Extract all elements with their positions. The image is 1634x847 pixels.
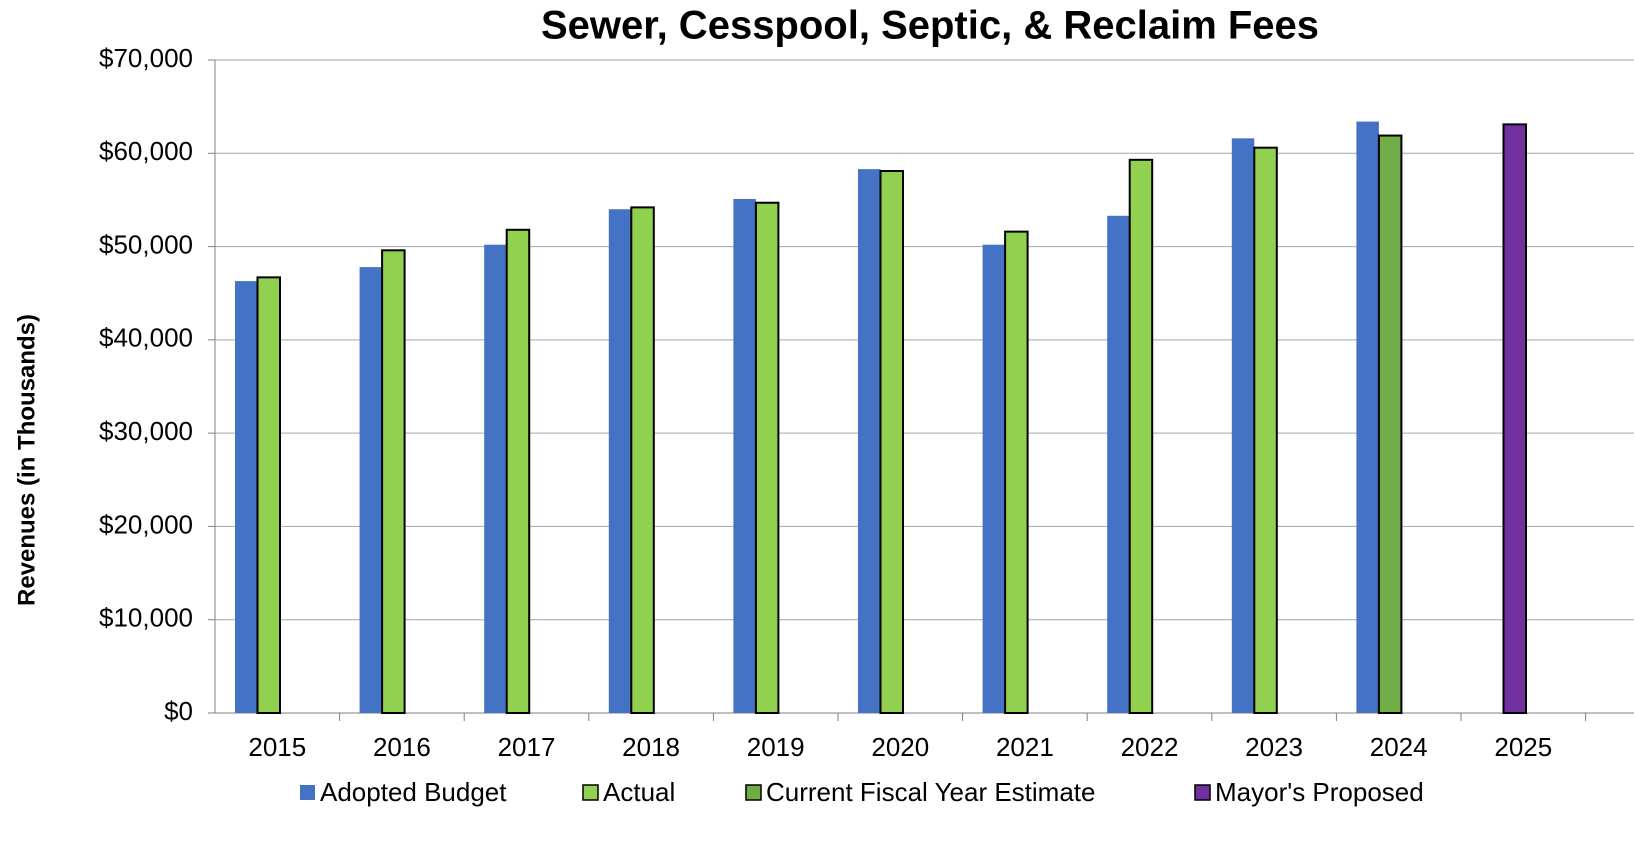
x-tick-label: 2025 <box>1494 732 1552 762</box>
x-tick-label: 2016 <box>373 732 431 762</box>
x-tick-label: 2024 <box>1370 732 1428 762</box>
y-tick-label: $30,000 <box>99 416 193 446</box>
bar <box>982 244 1006 713</box>
x-tick-label: 2018 <box>622 732 680 762</box>
x-tick-label: 2015 <box>248 732 306 762</box>
legend-label: Mayor's Proposed <box>1215 777 1424 807</box>
bar <box>1356 121 1379 713</box>
bar <box>754 201 780 714</box>
legend-label: Current Fiscal Year Estimate <box>766 777 1095 807</box>
y-tick-label: $0 <box>164 696 193 726</box>
bar <box>1128 158 1154 714</box>
x-tick-label: 2019 <box>747 732 805 762</box>
legend-swatch <box>300 785 315 800</box>
bar <box>733 198 756 713</box>
bar <box>505 228 531 714</box>
x-tick-label: 2022 <box>1121 732 1179 762</box>
x-tick-label: 2021 <box>996 732 1054 762</box>
legend-swatch <box>1194 784 1211 801</box>
y-tick-label: $20,000 <box>99 509 193 539</box>
bar <box>1004 230 1029 714</box>
bar <box>359 267 383 713</box>
bar <box>608 209 632 713</box>
legend-swatch <box>745 784 762 801</box>
bar <box>381 249 406 714</box>
y-axis-title: Revenues (in Thousands) <box>13 314 40 606</box>
y-tick-label: $10,000 <box>99 603 193 633</box>
bar <box>630 206 655 715</box>
y-tick-label: $50,000 <box>99 229 193 259</box>
bar <box>484 244 507 713</box>
y-tick-label: $40,000 <box>99 323 193 353</box>
legend-label: Adopted Budget <box>320 777 507 807</box>
bar <box>1231 138 1255 714</box>
x-tick-label: 2017 <box>498 732 556 762</box>
bar <box>256 276 281 714</box>
chart-title: Sewer, Cesspool, Septic, & Reclaim Fees <box>541 4 1319 48</box>
bar <box>235 281 258 713</box>
bar <box>1502 123 1527 715</box>
y-tick-label: $70,000 <box>99 43 193 73</box>
bar <box>1107 215 1130 713</box>
bar <box>879 170 904 714</box>
x-tick-label: 2020 <box>871 732 929 762</box>
bar <box>1253 146 1278 714</box>
legend-label: Actual <box>603 777 675 807</box>
bar <box>858 169 881 713</box>
y-tick-label: $60,000 <box>99 136 193 166</box>
legend-swatch <box>582 784 599 801</box>
bar <box>1377 134 1403 715</box>
x-tick-label: 2023 <box>1245 732 1303 762</box>
